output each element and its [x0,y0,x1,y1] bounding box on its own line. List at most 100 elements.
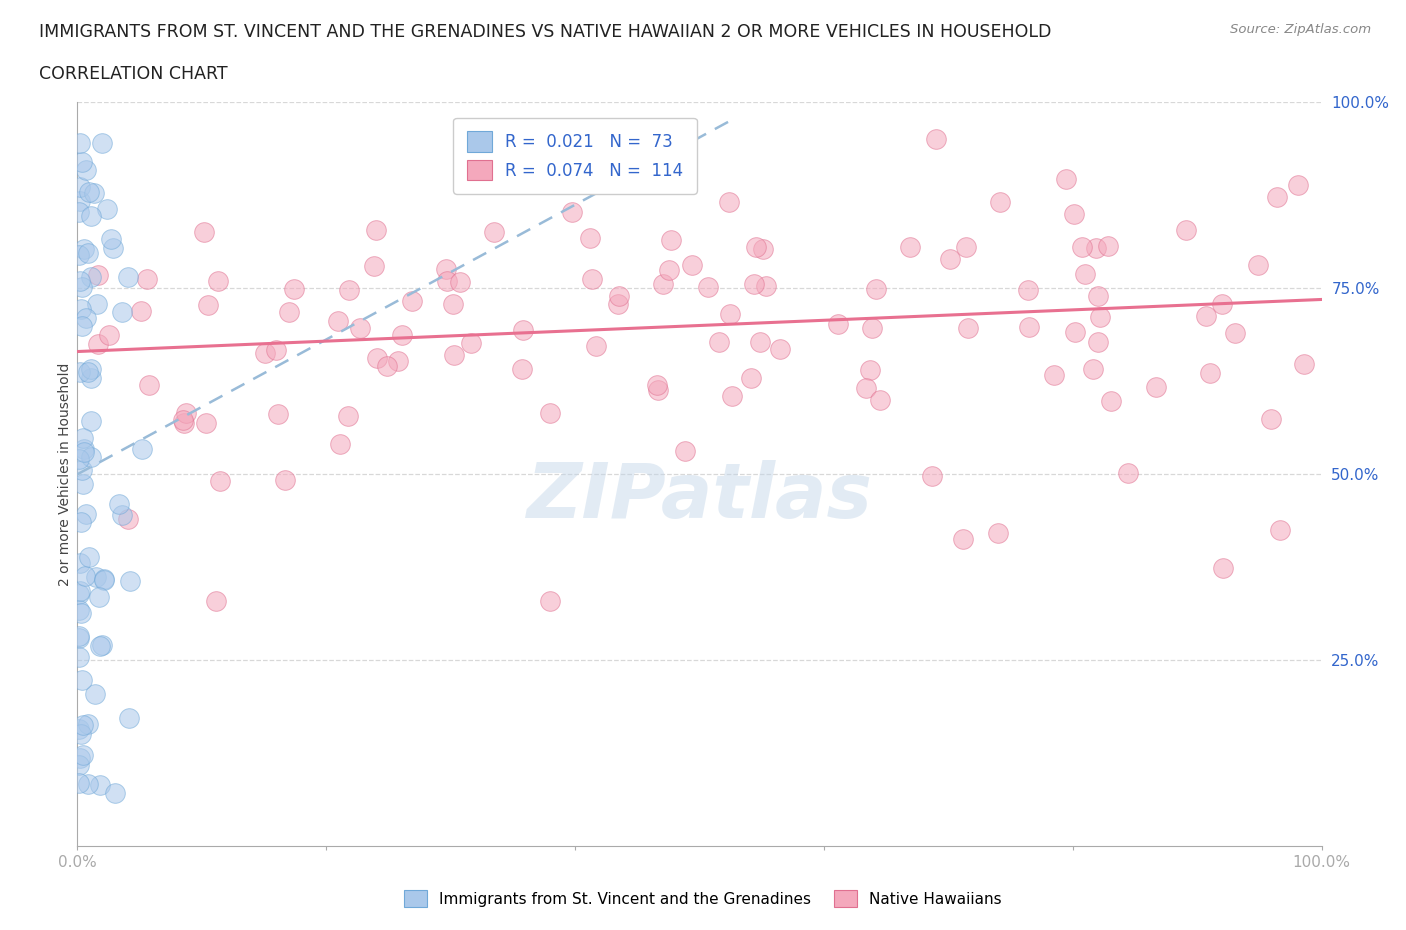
Point [366,222,388,237]
Point [77,550,100,565]
Point [1018,320,1040,335]
Point [207,273,229,288]
Point [197,298,219,312]
Point [90,136,112,151]
Point [585,339,607,353]
Point [1054,172,1077,187]
Point [538,405,561,420]
Text: CORRELATION CHART: CORRELATION CHART [39,65,228,83]
Point [111,508,134,523]
Point [752,241,775,256]
Point [740,370,762,385]
Point [277,305,299,320]
Point [70,154,93,169]
Point [87,337,110,352]
Point [1070,240,1092,255]
Point [70,672,93,687]
Point [1064,325,1087,339]
Point [581,272,603,287]
Point [987,525,1010,540]
Point [391,327,413,342]
Point [1042,367,1064,382]
Point [860,320,883,335]
Point [742,276,765,291]
Legend: R =  0.021   N =  73, R =  0.074   N =  114: R = 0.021 N = 73, R = 0.074 N = 114 [454,118,696,193]
Point [84,570,107,585]
Point [865,282,887,297]
Point [855,380,877,395]
Point [1081,361,1104,376]
Point [673,444,696,458]
Point [69,751,91,765]
Point [755,278,778,293]
Point [72,718,94,733]
Point [173,416,195,431]
Point [69,555,91,570]
Point [512,362,534,377]
Point [375,358,398,373]
Point [1270,523,1292,538]
Point [67,205,90,219]
Point [1292,356,1315,371]
Point [67,586,90,601]
Point [77,777,100,791]
Point [72,477,94,492]
Point [67,649,90,664]
Point [67,603,90,618]
Point [990,195,1012,210]
Point [283,282,305,297]
Point [208,473,231,488]
Point [652,276,675,291]
Point [745,240,768,255]
Point [93,573,115,588]
Point [329,437,352,452]
Point [69,515,91,530]
Point [768,341,790,356]
Point [606,297,628,312]
Point [75,163,97,178]
Point [1063,206,1085,221]
Text: Source: ZipAtlas.com: Source: ZipAtlas.com [1230,23,1371,36]
Text: ZIPatlas: ZIPatlas [526,459,873,534]
Point [75,506,97,521]
Point [925,132,948,147]
Point [80,270,103,285]
Point [87,268,110,283]
Point [578,230,600,245]
Point [72,748,94,763]
Point [108,497,131,512]
Point [401,294,423,309]
Point [1267,190,1289,205]
Point [1146,379,1168,394]
Point [1198,365,1220,380]
Point [73,442,96,457]
Point [80,449,103,464]
Point [1088,310,1111,325]
Point [73,242,96,257]
Point [77,716,100,731]
Point [957,321,980,336]
Point [67,776,90,790]
Point [100,232,122,246]
Point [135,272,157,286]
Point [76,365,98,380]
Point [1211,296,1233,311]
Point [952,532,974,547]
Point [89,777,111,792]
Point [1099,393,1122,408]
Point [748,335,770,350]
Point [1097,238,1119,253]
Point [658,263,681,278]
Point [436,273,458,288]
Point [898,240,921,255]
Point [69,727,91,742]
Point [659,232,682,247]
Point [172,413,194,428]
Point [1195,309,1218,324]
Point [512,323,534,338]
Point [328,313,350,328]
Point [118,573,141,588]
Point [484,225,506,240]
Point [1223,326,1246,340]
Point [443,348,465,363]
